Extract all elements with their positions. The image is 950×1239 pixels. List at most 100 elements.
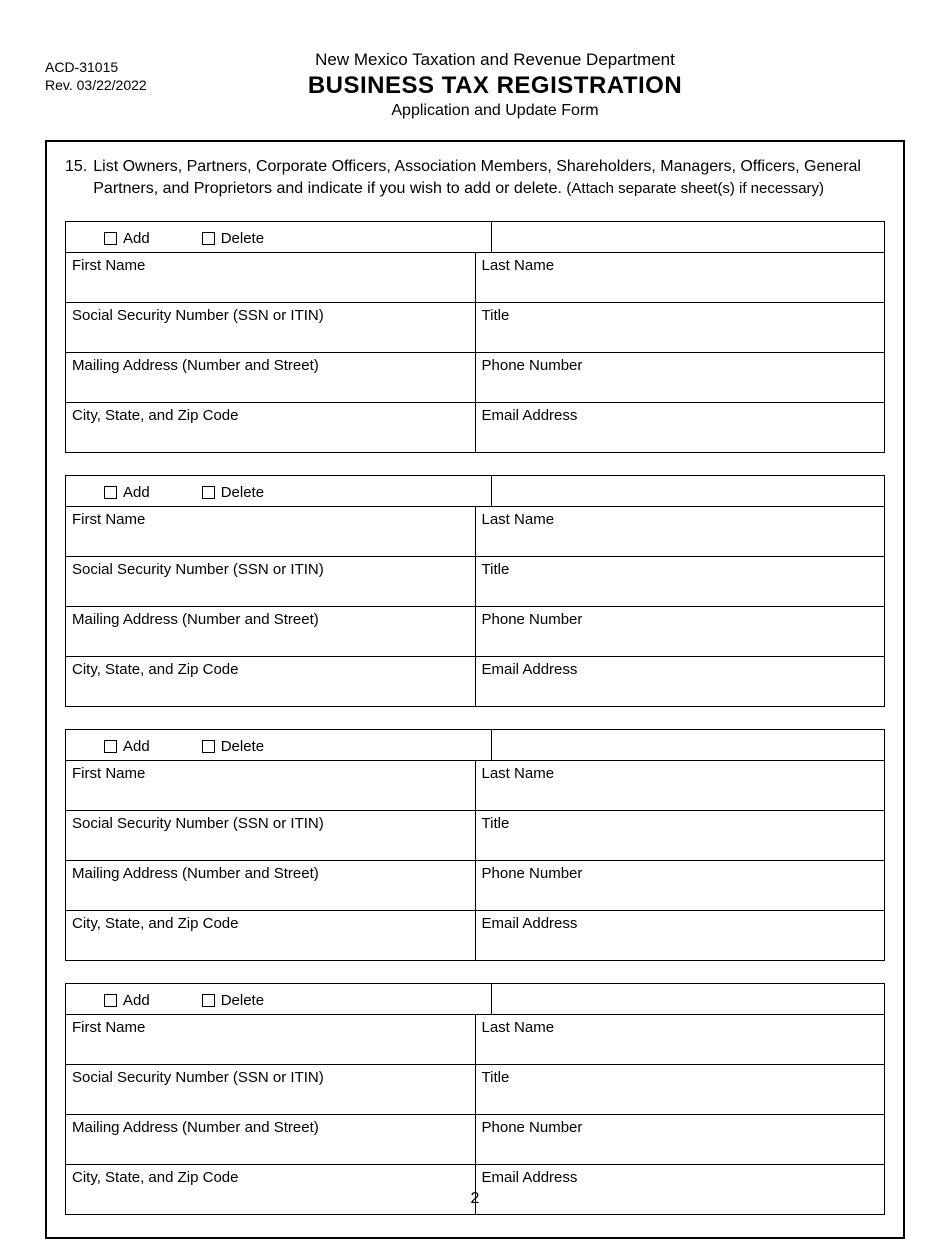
city-label: City, State, and Zip Code — [72, 915, 238, 932]
instruction-number: 15. — [65, 156, 93, 199]
mailing-label: Mailing Address (Number and Street) — [72, 357, 319, 374]
city-field[interactable]: City, State, and Zip Code — [66, 657, 475, 706]
delete-option[interactable]: Delete — [202, 230, 264, 247]
mailing-field[interactable]: Mailing Address (Number and Street) — [66, 1115, 475, 1164]
checkbox-icon[interactable] — [104, 740, 117, 753]
mailing-field[interactable]: Mailing Address (Number and Street) — [66, 607, 475, 656]
instruction-attach: (Attach separate sheet(s) if necessary) — [566, 180, 824, 197]
checkbox-icon[interactable] — [202, 486, 215, 499]
title-field[interactable]: Title — [475, 303, 885, 352]
ssn-label: Social Security Number (SSN or ITIN) — [72, 815, 324, 832]
phone-label: Phone Number — [482, 865, 583, 882]
section-15-box: 15. List Owners, Partners, Corporate Off… — [45, 140, 905, 1239]
checkbox-icon[interactable] — [202, 994, 215, 1007]
first-name-label: First Name — [72, 511, 145, 528]
phone-field[interactable]: Phone Number — [475, 353, 885, 402]
add-label: Add — [123, 738, 150, 755]
add-delete-cell: Add Delete — [66, 984, 491, 1014]
city-field[interactable]: City, State, and Zip Code — [66, 911, 475, 960]
first-name-field[interactable]: First Name — [66, 253, 475, 302]
mailing-field[interactable]: Mailing Address (Number and Street) — [66, 353, 475, 402]
form-subtitle: Application and Update Form — [85, 102, 905, 120]
city-label: City, State, and Zip Code — [72, 407, 238, 424]
first-name-field[interactable]: First Name — [66, 1015, 475, 1064]
mailing-label: Mailing Address (Number and Street) — [72, 865, 319, 882]
ssn-label: Social Security Number (SSN or ITIN) — [72, 1069, 324, 1086]
title-field[interactable]: Title — [475, 1065, 885, 1114]
delete-label: Delete — [221, 484, 264, 501]
checkbox-icon[interactable] — [104, 486, 117, 499]
delete-label: Delete — [221, 992, 264, 1009]
ssn-label: Social Security Number (SSN or ITIN) — [72, 307, 324, 324]
page-number: 2 — [0, 1190, 950, 1208]
person-blocks: Add Delete First Name Last Name Social Secur… — [65, 221, 885, 1215]
mailing-field[interactable]: Mailing Address (Number and Street) — [66, 861, 475, 910]
city-field[interactable]: City, State, and Zip Code — [66, 403, 475, 452]
last-name-label: Last Name — [482, 1019, 555, 1036]
last-name-label: Last Name — [482, 257, 555, 274]
first-name-field[interactable]: First Name — [66, 507, 475, 556]
city-label: City, State, and Zip Code — [72, 1169, 238, 1186]
phone-field[interactable]: Phone Number — [475, 1115, 885, 1164]
title-label: Title — [482, 307, 510, 324]
add-option[interactable]: Add — [104, 992, 150, 1009]
last-name-field[interactable]: Last Name — [475, 1015, 885, 1064]
checkbox-icon[interactable] — [202, 232, 215, 245]
checkbox-icon[interactable] — [202, 740, 215, 753]
email-field[interactable]: Email Address — [475, 657, 885, 706]
last-name-label: Last Name — [482, 511, 555, 528]
add-label: Add — [123, 992, 150, 1009]
email-field[interactable]: Email Address — [475, 403, 885, 452]
delete-option[interactable]: Delete — [202, 484, 264, 501]
add-delete-cell: Add Delete — [66, 222, 491, 252]
mailing-label: Mailing Address (Number and Street) — [72, 611, 319, 628]
delete-label: Delete — [221, 738, 264, 755]
email-label: Email Address — [482, 661, 578, 678]
delete-option[interactable]: Delete — [202, 992, 264, 1009]
ssn-field[interactable]: Social Security Number (SSN or ITIN) — [66, 303, 475, 352]
mailing-label: Mailing Address (Number and Street) — [72, 1119, 319, 1136]
form-page: ACD-31015 Rev. 03/22/2022 New Mexico Tax… — [0, 0, 950, 1230]
form-title: BUSINESS TAX REGISTRATION — [85, 72, 905, 100]
instruction: 15. List Owners, Partners, Corporate Off… — [65, 156, 885, 199]
title-field[interactable]: Title — [475, 811, 885, 860]
person-block: Add Delete First Name Last Name Social Secur… — [65, 983, 885, 1215]
title-label: Title — [482, 561, 510, 578]
ssn-field[interactable]: Social Security Number (SSN or ITIN) — [66, 557, 475, 606]
phone-label: Phone Number — [482, 1119, 583, 1136]
first-name-label: First Name — [72, 257, 145, 274]
last-name-label: Last Name — [482, 765, 555, 782]
first-name-field[interactable]: First Name — [66, 761, 475, 810]
email-label: Email Address — [482, 1169, 578, 1186]
page-header: ACD-31015 Rev. 03/22/2022 New Mexico Tax… — [45, 50, 905, 120]
email-label: Email Address — [482, 915, 578, 932]
instruction-text: List Owners, Partners, Corporate Officer… — [93, 156, 885, 199]
add-label: Add — [123, 484, 150, 501]
person-block: Add Delete First Name Last Name Social Secur… — [65, 475, 885, 707]
last-name-field[interactable]: Last Name — [475, 253, 885, 302]
last-name-field[interactable]: Last Name — [475, 507, 885, 556]
title-field[interactable]: Title — [475, 557, 885, 606]
email-field[interactable]: Email Address — [475, 911, 885, 960]
title-block: New Mexico Taxation and Revenue Departme… — [85, 50, 905, 120]
phone-field[interactable]: Phone Number — [475, 607, 885, 656]
add-option[interactable]: Add — [104, 738, 150, 755]
email-label: Email Address — [482, 407, 578, 424]
title-label: Title — [482, 815, 510, 832]
phone-label: Phone Number — [482, 611, 583, 628]
title-label: Title — [482, 1069, 510, 1086]
last-name-field[interactable]: Last Name — [475, 761, 885, 810]
add-option[interactable]: Add — [104, 230, 150, 247]
person-block: Add Delete First Name Last Name Social Secur… — [65, 729, 885, 961]
delete-option[interactable]: Delete — [202, 738, 264, 755]
checkbox-icon[interactable] — [104, 232, 117, 245]
phone-field[interactable]: Phone Number — [475, 861, 885, 910]
city-label: City, State, and Zip Code — [72, 661, 238, 678]
checkbox-icon[interactable] — [104, 994, 117, 1007]
first-name-label: First Name — [72, 1019, 145, 1036]
ssn-field[interactable]: Social Security Number (SSN or ITIN) — [66, 1065, 475, 1114]
ssn-field[interactable]: Social Security Number (SSN or ITIN) — [66, 811, 475, 860]
add-label: Add — [123, 230, 150, 247]
add-option[interactable]: Add — [104, 484, 150, 501]
add-delete-cell: Add Delete — [66, 476, 491, 506]
